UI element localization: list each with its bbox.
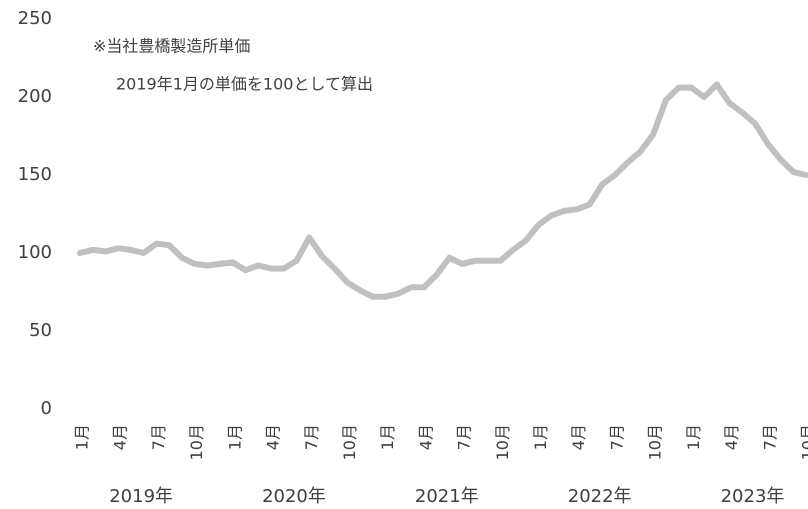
x-tick-label: 10月	[799, 424, 808, 460]
year-label: 2022年	[568, 486, 632, 507]
x-tick-label: 7月	[760, 424, 779, 450]
x-tick-label: 7月	[302, 424, 321, 450]
year-label: 2020年	[262, 486, 326, 507]
y-tick-label: 0	[41, 398, 52, 419]
x-tick-label: 10月	[646, 424, 665, 460]
annotation: 2019年1月の単価を100として算出	[116, 75, 373, 94]
x-tick-label: 4月	[722, 424, 741, 450]
x-tick-label: 4月	[569, 424, 588, 450]
year-label: 2019年	[109, 486, 173, 507]
annotation: ※当社豊橋製造所単価	[93, 37, 250, 56]
x-tick-label: 1月	[684, 424, 703, 450]
year-label: 2023年	[721, 486, 785, 507]
x-tick-label: 7月	[607, 424, 626, 450]
y-tick-label: 250	[18, 8, 52, 29]
y-tick-label: 150	[18, 164, 52, 185]
line	[77, 81, 808, 300]
x-tick-label: 10月	[493, 424, 512, 460]
x-tick-label: 1月	[378, 424, 397, 450]
x-tick-label: 10月	[340, 424, 359, 460]
x-tick-label: 4月	[264, 424, 283, 450]
x-tick-label: 1月	[531, 424, 550, 450]
x-tick-label: 4月	[416, 424, 435, 450]
year-label: 2021年	[415, 486, 479, 507]
x-tick-label: 4月	[111, 424, 130, 450]
y-tick-label: 200	[18, 86, 52, 107]
x-tick-label: 7月	[149, 424, 168, 450]
y-tick-label: 100	[18, 242, 52, 263]
x-tick-label: 1月	[225, 424, 244, 450]
x-tick-label: 7月	[455, 424, 474, 450]
x-tick-label: 1月	[73, 424, 92, 450]
y-tick-label: 50	[29, 320, 52, 341]
x-tick-label: 10月	[187, 424, 206, 460]
